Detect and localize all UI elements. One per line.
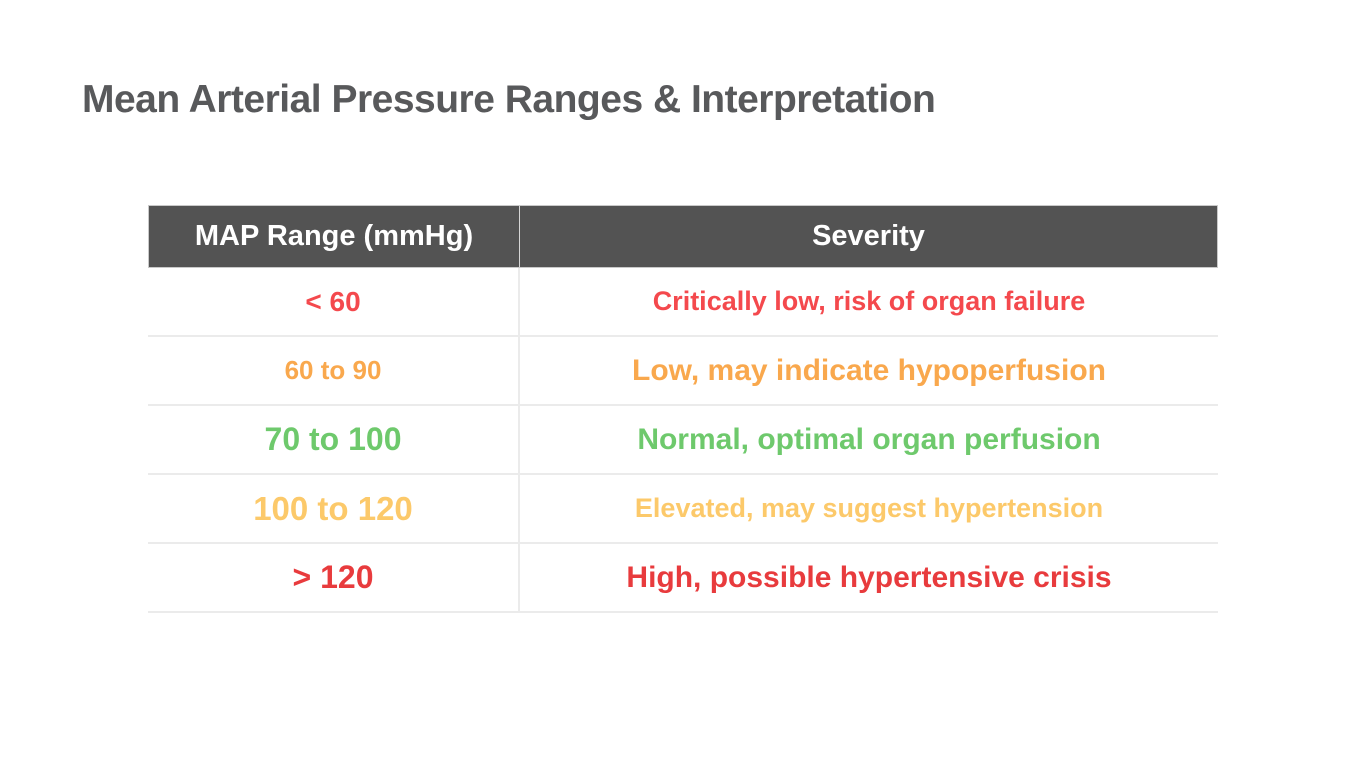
header-severity: Severity: [519, 206, 1217, 267]
map-range-cell: > 120: [292, 559, 374, 595]
severity-cell: Low, may indicate hypoperfusion: [518, 337, 1218, 404]
severity-cell: High, possible hypertensive crisis: [518, 544, 1218, 611]
severity-cell: Elevated, may suggest hypertension: [518, 475, 1218, 542]
table-row: 60 to 90 Low, may indicate hypoperfusion: [148, 337, 1218, 406]
map-ranges-table: MAP Range (mmHg) Severity < 60 Criticall…: [148, 205, 1218, 613]
page-title: Mean Arterial Pressure Ranges & Interpre…: [82, 78, 936, 121]
severity-cell: Critically low, risk of organ failure: [518, 268, 1218, 335]
map-range-cell: < 60: [305, 285, 361, 317]
table-row: 70 to 100 Normal, optimal organ perfusio…: [148, 406, 1218, 475]
table-row: > 120 High, possible hypertensive crisis: [148, 544, 1218, 613]
map-range-cell: 100 to 120: [253, 489, 413, 527]
table-row: < 60 Critically low, risk of organ failu…: [148, 268, 1218, 337]
header-map-range: MAP Range (mmHg): [194, 220, 474, 252]
map-range-cell: 60 to 90: [284, 355, 382, 385]
table-row: 100 to 120 Elevated, may suggest hyperte…: [148, 475, 1218, 544]
severity-cell: Normal, optimal organ perfusion: [518, 406, 1218, 473]
map-range-cell: 70 to 100: [264, 421, 402, 457]
table-header-row: MAP Range (mmHg) Severity: [148, 205, 1218, 268]
